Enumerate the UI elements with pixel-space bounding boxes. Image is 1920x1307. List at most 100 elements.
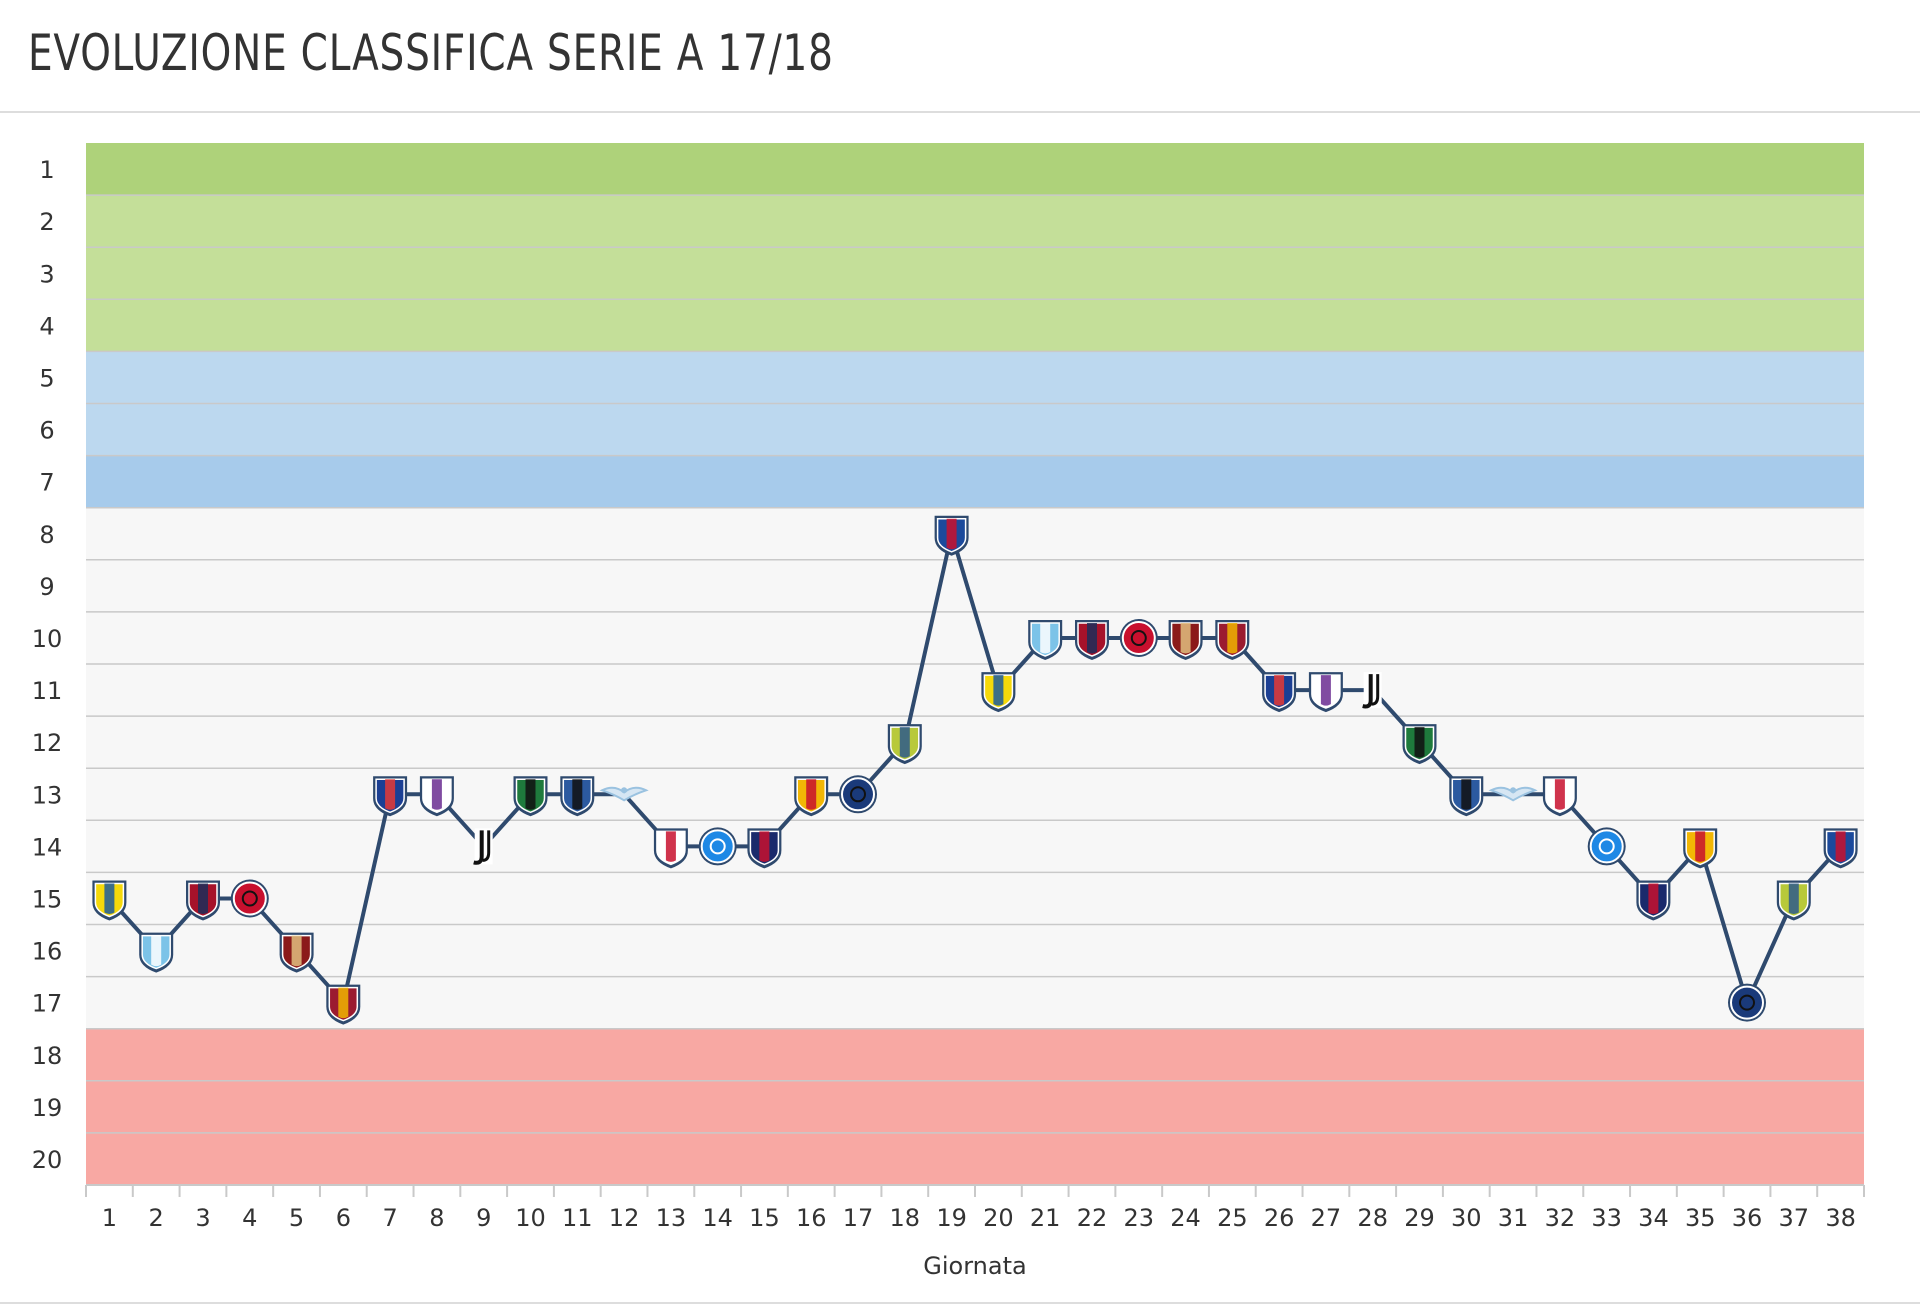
x-tick-label: 26 — [1264, 1204, 1295, 1232]
matchday-marker[interactable] — [1215, 620, 1250, 660]
matchday-marker[interactable] — [1488, 786, 1538, 802]
x-tick-label: 32 — [1545, 1204, 1576, 1232]
x-tick-label: 36 — [1732, 1204, 1763, 1232]
matchday-marker[interactable] — [279, 932, 314, 973]
y-tick-label: 3 — [39, 260, 54, 288]
matchday-marker[interactable] — [1308, 672, 1343, 713]
y-tick-label: 11 — [32, 677, 63, 705]
matchday-marker[interactable] — [186, 880, 220, 921]
matchday-markers — [92, 515, 1858, 1025]
y-tick-label: 18 — [32, 1042, 63, 1070]
x-tick-label: 27 — [1311, 1204, 1342, 1232]
matchday-marker[interactable] — [1823, 828, 1858, 869]
matchday-marker[interactable] — [1728, 983, 1766, 1022]
matchday-marker[interactable] — [326, 984, 361, 1025]
x-tick-label: 14 — [702, 1204, 733, 1232]
x-tick-label: 22 — [1077, 1204, 1108, 1232]
y-tick-label: 16 — [32, 938, 63, 966]
x-tick-label: 5 — [289, 1204, 304, 1232]
matchday-marker[interactable] — [1168, 620, 1203, 660]
matchday-marker[interactable] — [139, 932, 174, 973]
y-tick-label: 17 — [32, 990, 63, 1018]
x-tick-label: 31 — [1498, 1204, 1529, 1232]
matchday-marker[interactable] — [230, 879, 269, 918]
matchday-marker[interactable] — [934, 515, 969, 556]
x-tick-label: 25 — [1217, 1204, 1248, 1232]
x-tick-label: 20 — [983, 1204, 1014, 1232]
x-tick-label: 6 — [336, 1204, 351, 1232]
y-tick-label: 20 — [32, 1146, 63, 1174]
x-tick-label: 21 — [1030, 1204, 1061, 1232]
matchday-marker[interactable] — [1119, 619, 1158, 657]
matchday-marker[interactable] — [1262, 672, 1297, 713]
matchday-marker[interactable] — [1362, 672, 1382, 709]
matchday-marker[interactable] — [1402, 724, 1437, 765]
x-tick-label: 18 — [890, 1204, 921, 1232]
x-tick-label: 16 — [796, 1204, 827, 1232]
x-tick-label: 7 — [382, 1204, 397, 1232]
page-title: EVOLUZIONE CLASSIFICA SERIE A 17/18 — [28, 24, 834, 82]
matchday-marker[interactable] — [887, 724, 922, 765]
x-axis — [85, 1184, 1865, 1197]
x-tick-label: 37 — [1779, 1204, 1810, 1232]
x-tick-label: 38 — [1825, 1204, 1856, 1232]
matchday-marker[interactable] — [373, 776, 408, 817]
matchday-marker[interactable] — [839, 775, 877, 814]
zone-band-6 — [86, 1028, 1864, 1185]
zone-bands — [86, 143, 1864, 1185]
x-tick-label: 13 — [656, 1204, 687, 1232]
x-tick-label: 10 — [515, 1204, 546, 1232]
y-tick-label: 14 — [32, 833, 63, 861]
zone-band-1 — [86, 143, 1864, 196]
x-tick-label: 8 — [429, 1204, 444, 1232]
x-tick-label: 4 — [242, 1204, 257, 1232]
x-tick-label: 9 — [476, 1204, 491, 1232]
matchday-marker[interactable] — [1636, 880, 1671, 921]
bottom-divider — [0, 1302, 1920, 1304]
matchday-marker[interactable] — [653, 828, 688, 869]
matchday-marker[interactable] — [698, 827, 737, 866]
matchday-marker[interactable] — [560, 776, 595, 817]
matchday-marker[interactable] — [1683, 828, 1718, 869]
x-tick-label: 1 — [102, 1204, 117, 1232]
y-tick-label: 2 — [39, 208, 54, 236]
x-tick-label: 24 — [1170, 1204, 1201, 1232]
y-tick-label: 13 — [32, 781, 63, 809]
x-axis-labels: 1 2 3 4 5 6 7 8 9 10 11 12 13 14 15 16 17 18 19 20 21 22 23 24 2… — [102, 1204, 1856, 1232]
matchday-marker[interactable] — [419, 776, 454, 817]
y-tick-label: 1 — [39, 156, 54, 184]
matchday-marker[interactable] — [1542, 776, 1577, 817]
y-tick-label: 7 — [39, 469, 54, 497]
x-axis-title: Giornata — [923, 1252, 1026, 1280]
x-tick-label: 15 — [749, 1204, 780, 1232]
matchday-marker[interactable] — [1028, 620, 1063, 660]
x-tick-label: 28 — [1357, 1204, 1388, 1232]
matchday-marker[interactable] — [1449, 776, 1484, 817]
x-tick-label: 11 — [562, 1204, 593, 1232]
x-tick-label: 19 — [936, 1204, 967, 1232]
matchday-marker[interactable] — [1075, 620, 1109, 660]
title-divider — [0, 111, 1920, 113]
zone-band-2 — [86, 195, 1864, 352]
x-tick-label: 29 — [1404, 1204, 1435, 1232]
matchday-marker[interactable] — [513, 776, 548, 817]
matchday-marker[interactable] — [1776, 880, 1811, 921]
y-tick-label: 9 — [39, 573, 54, 601]
y-tick-label: 6 — [39, 417, 54, 445]
x-tick-label: 33 — [1591, 1204, 1622, 1232]
matchday-marker[interactable] — [747, 828, 782, 869]
y-tick-label: 19 — [32, 1094, 63, 1122]
matchday-marker[interactable] — [981, 672, 1016, 713]
matchday-marker[interactable] — [599, 786, 649, 802]
matchday-marker[interactable] — [1587, 827, 1626, 866]
matchday-marker[interactable] — [92, 880, 127, 921]
x-tick-label: 34 — [1638, 1204, 1669, 1232]
zone-band-4 — [86, 455, 1864, 508]
matchday-marker[interactable] — [794, 776, 829, 817]
y-tick-label: 5 — [39, 364, 54, 392]
matchday-marker[interactable] — [473, 828, 493, 865]
x-tick-label: 12 — [609, 1204, 640, 1232]
x-tick-label: 30 — [1451, 1204, 1482, 1232]
